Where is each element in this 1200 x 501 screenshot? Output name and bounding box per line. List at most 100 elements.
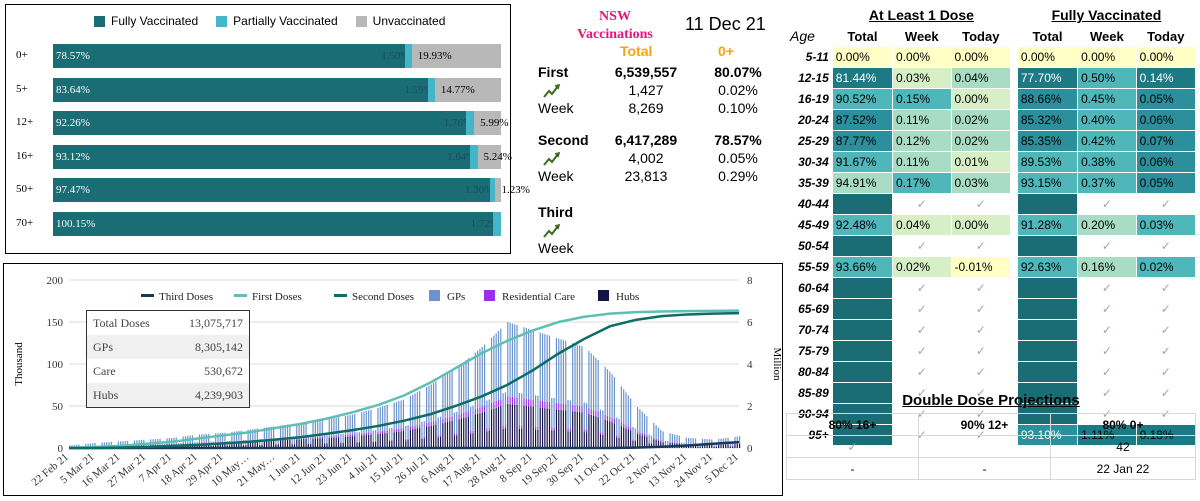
legend-label: Unvaccinated xyxy=(372,14,446,28)
care-bar xyxy=(437,435,439,438)
third-week-row: Week xyxy=(530,240,780,258)
gps-bar xyxy=(486,400,488,429)
group-header-1dose: At Least 1 Dose xyxy=(831,4,1012,26)
gps-bar xyxy=(388,428,391,440)
care-bar xyxy=(678,442,680,444)
bar-category-label: 50+ xyxy=(16,183,34,196)
care-bar xyxy=(259,444,261,445)
care-bar xyxy=(444,418,446,423)
care-bar xyxy=(581,406,583,413)
gps-bar xyxy=(664,440,667,446)
care-bar xyxy=(653,437,655,440)
y-right-tick-label: 6 xyxy=(747,317,753,329)
gps-bar xyxy=(75,444,78,447)
care-bar xyxy=(650,442,653,444)
gps-bar xyxy=(734,436,736,444)
care-bar xyxy=(671,442,673,444)
full-coverage-cell xyxy=(1016,235,1079,257)
coverage-cell: 0.12% xyxy=(892,130,952,152)
gps-bar xyxy=(627,395,629,427)
check-icon: ✓ xyxy=(950,361,1012,383)
gps-bar xyxy=(240,430,242,441)
hubs-bar xyxy=(620,426,622,448)
gps-bar xyxy=(365,410,367,433)
gps-bar xyxy=(463,362,465,413)
care-bar xyxy=(386,430,388,433)
care-bar xyxy=(609,416,611,422)
hubs-bar xyxy=(393,432,395,448)
legend-label: First Doses xyxy=(252,291,302,303)
bar-label-partial: 1.72% xyxy=(470,218,499,230)
care-bar xyxy=(201,442,203,444)
gps-bar xyxy=(470,406,472,432)
check-icon: ✓ xyxy=(950,235,1012,257)
hubs-bar xyxy=(528,406,530,448)
gps-bar xyxy=(669,433,671,442)
gps-bar xyxy=(85,443,87,447)
hubs-bar xyxy=(481,412,483,448)
hubs-bar xyxy=(699,446,701,448)
hubs-bar xyxy=(361,435,363,448)
age-label: 5-11 xyxy=(786,46,833,68)
gps-bar xyxy=(247,429,249,441)
hubs-bar xyxy=(463,417,465,448)
coverage-cell: 0.00% xyxy=(950,88,1012,110)
gps-bar xyxy=(224,432,226,442)
hubs-bar xyxy=(736,443,738,448)
hubs-bar xyxy=(706,444,708,448)
hubs-bar xyxy=(303,439,305,448)
care-bar xyxy=(472,430,474,434)
hubs-bar xyxy=(275,444,277,448)
coverage-cell: 0.38% xyxy=(1077,151,1137,173)
age-row: 5-11 0.00% 0.00% 0.00% 0.00% 0.00% 0.00% xyxy=(786,46,1197,68)
age-label: 45-49 xyxy=(786,214,833,236)
care-bar xyxy=(548,401,551,409)
care-bar xyxy=(602,432,604,435)
care-bar xyxy=(205,442,207,444)
hubs-bar xyxy=(432,425,435,448)
gps-bar xyxy=(657,427,660,440)
hubs-bar xyxy=(521,428,523,448)
gps-bar xyxy=(106,442,108,446)
sub-header: Week xyxy=(1077,25,1137,47)
gps-bar xyxy=(618,418,620,437)
gps-bar xyxy=(326,435,328,443)
gps-bar xyxy=(349,414,351,435)
gps-bar xyxy=(296,423,298,438)
care-bar xyxy=(657,439,660,441)
care-bar xyxy=(477,408,479,414)
check-icon: ✓ xyxy=(950,193,1012,215)
gps-bar xyxy=(356,432,358,442)
gps-bar xyxy=(493,335,495,402)
hubs-bar xyxy=(368,434,370,448)
gps-bar xyxy=(266,427,268,440)
hubs-bar xyxy=(708,444,711,448)
care-bar xyxy=(300,437,303,440)
hubs-bar xyxy=(530,406,532,448)
care-bar xyxy=(565,404,567,411)
hubs-bar xyxy=(330,437,333,448)
gps-bar xyxy=(521,393,523,426)
gps-bar xyxy=(421,421,423,438)
hubs-bar xyxy=(467,416,469,448)
legend-label: Residential Care xyxy=(502,291,575,303)
age-row: 60-64 ✓ ✓ ✓ ✓ xyxy=(786,277,1197,299)
gps-bar xyxy=(736,436,738,444)
care-bar xyxy=(432,421,435,426)
proj-cell: - xyxy=(786,457,919,480)
proj-header: 90% 12+ xyxy=(917,413,1051,436)
care-bar xyxy=(474,408,476,415)
hubs-bar xyxy=(537,429,539,448)
gps-bar xyxy=(667,441,669,446)
gps-bar xyxy=(140,439,143,445)
coverage-cell: 0.06% xyxy=(1135,151,1197,173)
care-bar xyxy=(171,443,173,445)
hubs-bar xyxy=(444,422,446,448)
hubs-bar xyxy=(273,440,275,448)
gps-bar xyxy=(435,381,437,421)
gps-bar xyxy=(252,429,254,441)
care-bar xyxy=(317,436,319,439)
proj-cell: 22 Jan 22 xyxy=(1049,457,1197,480)
gps-bar xyxy=(516,325,518,398)
age-label: 55-59 xyxy=(786,256,833,278)
